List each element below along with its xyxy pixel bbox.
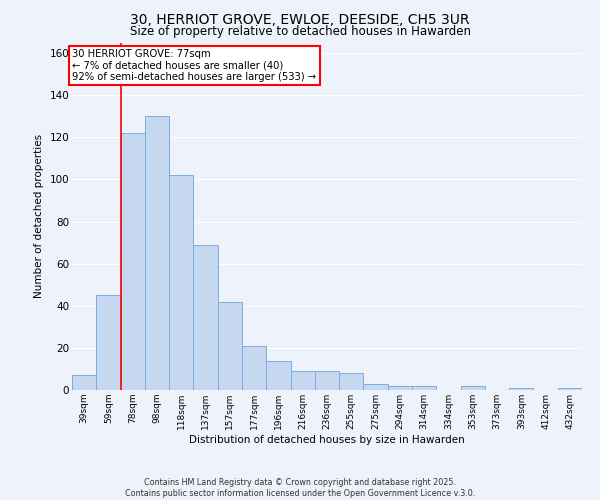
Text: 30, HERRIOT GROVE, EWLOE, DEESIDE, CH5 3UR: 30, HERRIOT GROVE, EWLOE, DEESIDE, CH5 3… [130, 12, 470, 26]
Bar [339, 373, 364, 390]
Bar [145, 116, 169, 390]
Bar [364, 384, 388, 390]
Bar [412, 386, 436, 390]
Text: Contains HM Land Registry data © Crown copyright and database right 2025.
Contai: Contains HM Land Registry data © Crown c… [125, 478, 475, 498]
Bar [461, 386, 485, 390]
Bar [169, 175, 193, 390]
Text: 30 HERRIOT GROVE: 77sqm
← 7% of detached houses are smaller (40)
92% of semi-det: 30 HERRIOT GROVE: 77sqm ← 7% of detached… [73, 49, 317, 82]
Bar [121, 133, 145, 390]
Bar [388, 386, 412, 390]
Bar [242, 346, 266, 390]
Bar [315, 371, 339, 390]
Bar [509, 388, 533, 390]
Bar [96, 295, 121, 390]
Bar [558, 388, 582, 390]
Bar [218, 302, 242, 390]
Text: Size of property relative to detached houses in Hawarden: Size of property relative to detached ho… [130, 25, 470, 38]
Bar [72, 376, 96, 390]
Bar [193, 244, 218, 390]
Bar [266, 360, 290, 390]
Y-axis label: Number of detached properties: Number of detached properties [34, 134, 44, 298]
Bar [290, 371, 315, 390]
X-axis label: Distribution of detached houses by size in Hawarden: Distribution of detached houses by size … [189, 434, 465, 444]
